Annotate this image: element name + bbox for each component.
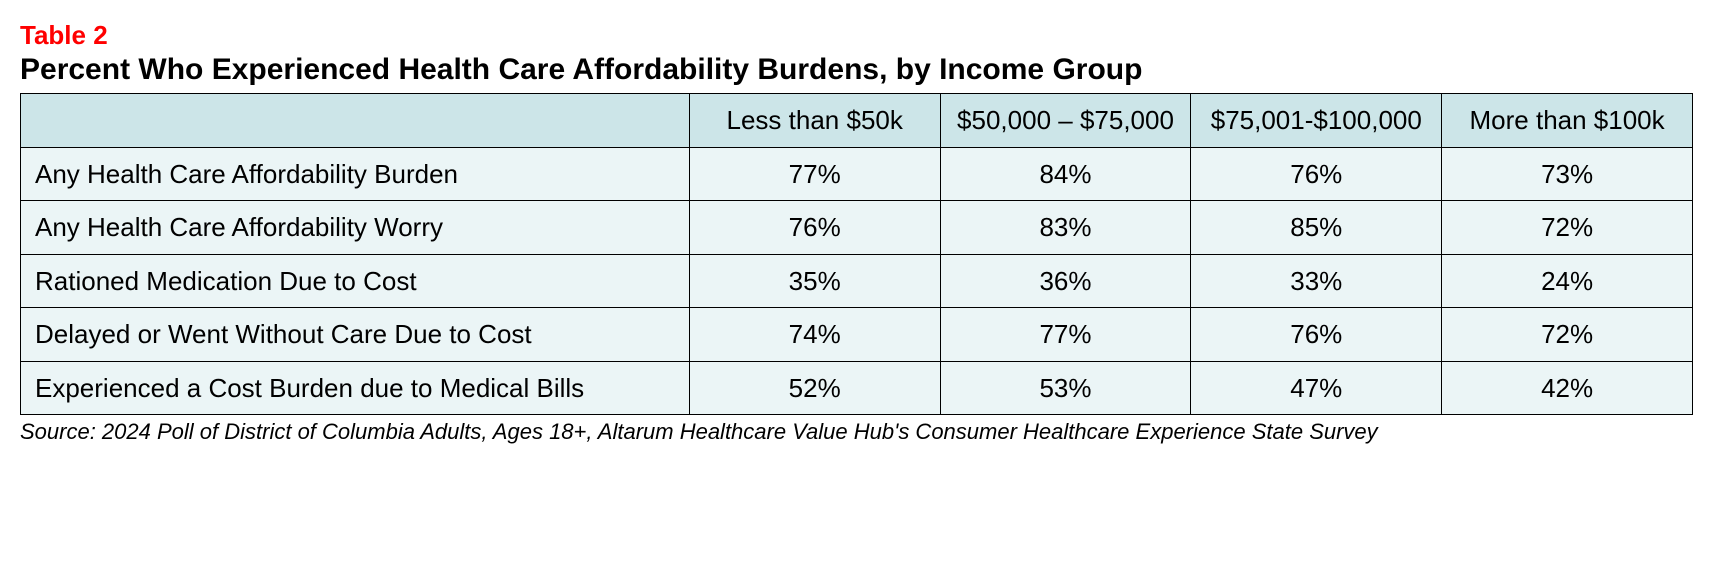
table-row: Experienced a Cost Burden due to Medical… bbox=[21, 361, 1693, 415]
header-cell: $50,000 – $75,000 bbox=[940, 94, 1191, 148]
cell-value: 85% bbox=[1191, 201, 1442, 255]
header-cell: Less than $50k bbox=[689, 94, 940, 148]
cell-value: 42% bbox=[1442, 361, 1693, 415]
cell-value: 83% bbox=[940, 201, 1191, 255]
source-line: Source: 2024 Poll of District of Columbi… bbox=[20, 419, 1693, 445]
row-label: Experienced a Cost Burden due to Medical… bbox=[21, 361, 690, 415]
table-head: Less than $50k $50,000 – $75,000 $75,001… bbox=[21, 94, 1693, 148]
table-body: Any Health Care Affordability Burden 77%… bbox=[21, 147, 1693, 415]
cell-value: 76% bbox=[689, 201, 940, 255]
cell-value: 74% bbox=[689, 308, 940, 362]
cell-value: 77% bbox=[689, 147, 940, 201]
cell-value: 33% bbox=[1191, 254, 1442, 308]
cell-value: 76% bbox=[1191, 147, 1442, 201]
row-label: Delayed or Went Without Care Due to Cost bbox=[21, 308, 690, 362]
cell-value: 77% bbox=[940, 308, 1191, 362]
table-container: Table 2 Percent Who Experienced Health C… bbox=[20, 20, 1693, 445]
cell-value: 72% bbox=[1442, 308, 1693, 362]
header-row: Less than $50k $50,000 – $75,000 $75,001… bbox=[21, 94, 1693, 148]
cell-value: 84% bbox=[940, 147, 1191, 201]
cell-value: 24% bbox=[1442, 254, 1693, 308]
cell-value: 52% bbox=[689, 361, 940, 415]
header-cell-blank bbox=[21, 94, 690, 148]
cell-value: 36% bbox=[940, 254, 1191, 308]
cell-value: 72% bbox=[1442, 201, 1693, 255]
table-label: Table 2 bbox=[20, 20, 1693, 51]
row-label: Rationed Medication Due to Cost bbox=[21, 254, 690, 308]
header-cell: $75,001-$100,000 bbox=[1191, 94, 1442, 148]
cell-value: 76% bbox=[1191, 308, 1442, 362]
header-cell: More than $100k bbox=[1442, 94, 1693, 148]
table-row: Any Health Care Affordability Worry 76% … bbox=[21, 201, 1693, 255]
cell-value: 35% bbox=[689, 254, 940, 308]
cell-value: 73% bbox=[1442, 147, 1693, 201]
row-label: Any Health Care Affordability Burden bbox=[21, 147, 690, 201]
table-row: Delayed or Went Without Care Due to Cost… bbox=[21, 308, 1693, 362]
cell-value: 53% bbox=[940, 361, 1191, 415]
table-row: Rationed Medication Due to Cost 35% 36% … bbox=[21, 254, 1693, 308]
row-label: Any Health Care Affordability Worry bbox=[21, 201, 690, 255]
data-table: Less than $50k $50,000 – $75,000 $75,001… bbox=[20, 93, 1693, 415]
table-title: Percent Who Experienced Health Care Affo… bbox=[20, 53, 1693, 87]
cell-value: 47% bbox=[1191, 361, 1442, 415]
table-row: Any Health Care Affordability Burden 77%… bbox=[21, 147, 1693, 201]
